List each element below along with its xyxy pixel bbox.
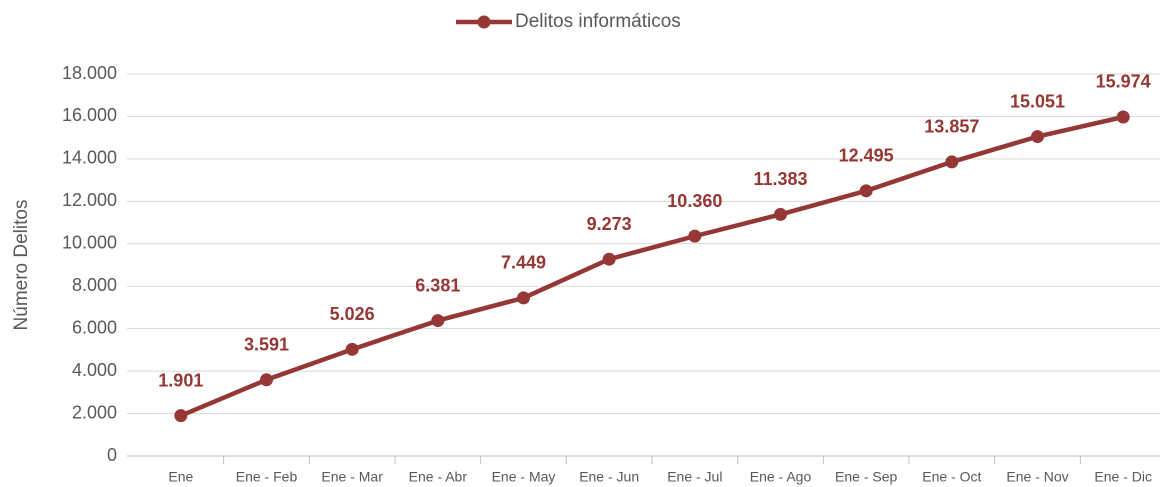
y-tick-label: 2.000 — [72, 402, 117, 422]
data-point — [945, 155, 959, 169]
series-line — [179, 114, 1124, 418]
data-label: 13.857 — [924, 117, 979, 137]
data-point — [1116, 110, 1130, 124]
y-tick-label: 16.000 — [62, 105, 117, 125]
y-tick-label: 6.000 — [72, 317, 117, 337]
data-label: 1.901 — [158, 370, 203, 390]
y-tick-label: 18.000 — [62, 63, 117, 83]
x-tick-label: Ene - Mar — [321, 469, 383, 485]
x-tick-label: Ene - Jul — [667, 469, 722, 485]
x-tick-label: Ene - Feb — [236, 469, 298, 485]
y-tick-label: 14.000 — [62, 148, 117, 168]
data-label: 6.381 — [415, 275, 460, 295]
y-tick-label: 12.000 — [62, 190, 117, 210]
data-point — [174, 409, 188, 423]
data-point — [517, 291, 530, 305]
x-tick-label: Ene - Nov — [1006, 469, 1068, 485]
x-tick-label: Ene - Oct — [922, 469, 981, 485]
data-point — [260, 373, 273, 387]
data-label: 11.383 — [753, 169, 807, 189]
data-label: 7.449 — [501, 253, 546, 273]
data-label: 10.360 — [667, 191, 722, 211]
x-tick-label: Ene - May — [492, 469, 556, 485]
data-point — [688, 229, 702, 243]
y-tick-label: 0 — [107, 445, 117, 465]
data-label: 15.051 — [1010, 91, 1065, 111]
data-point — [1031, 130, 1044, 144]
legend-label: Delitos informáticos — [515, 11, 681, 32]
data-label: 15.974 — [1096, 72, 1151, 92]
data-label: 3.591 — [244, 335, 289, 355]
data-point — [774, 207, 787, 221]
data-point — [602, 252, 616, 266]
data-point — [345, 342, 359, 356]
legend-marker — [477, 15, 491, 29]
data-label: 5.026 — [330, 304, 375, 324]
x-tick-label: Ene - Ago — [750, 469, 812, 485]
data-point — [859, 184, 873, 198]
data-label: 12.495 — [839, 146, 894, 166]
x-tick-label: Ene - Dic — [1094, 469, 1152, 485]
data-label: 9.273 — [587, 214, 632, 234]
y-tick-label: 4.000 — [72, 360, 117, 380]
y-axis-title: Número Delitos — [11, 200, 32, 331]
x-tick-label: Ene - Jun — [579, 469, 639, 485]
x-tick-label: Ene - Sep — [835, 469, 897, 485]
x-tick-label: Ene - Abr — [409, 469, 468, 485]
data-point — [431, 314, 445, 328]
y-tick-label: 8.000 — [72, 275, 117, 295]
y-tick-label: 10.000 — [62, 233, 117, 253]
x-tick-label: Ene — [168, 469, 193, 485]
